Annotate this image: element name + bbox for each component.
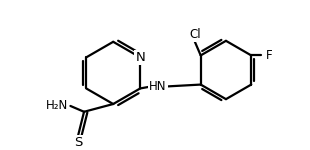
Text: N: N	[135, 51, 145, 64]
Text: S: S	[74, 136, 82, 149]
Text: HN: HN	[149, 80, 166, 93]
Text: Cl: Cl	[189, 27, 201, 40]
Text: H₂N: H₂N	[46, 99, 68, 112]
Text: F: F	[265, 49, 272, 62]
